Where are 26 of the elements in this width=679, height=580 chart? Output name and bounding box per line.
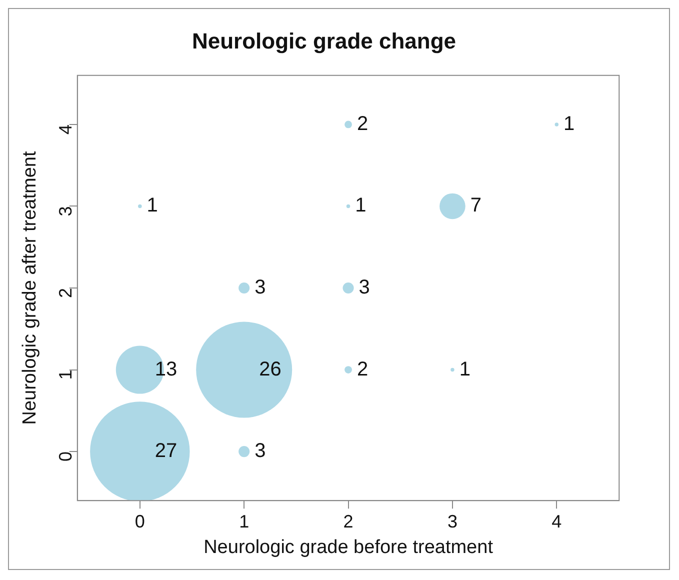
annotation: 7 <box>470 194 482 217</box>
y-tick-label: 4 <box>55 124 76 134</box>
x-tick-label: 2 <box>343 511 354 532</box>
y-tick-label: 2 <box>55 288 76 298</box>
x-tick-label: 3 <box>447 511 458 532</box>
x-tick-label: 0 <box>134 511 145 532</box>
x-axis-title: Neurologic grade before treatment <box>204 536 494 558</box>
annotation: 2 <box>356 112 368 135</box>
annotation: 27 <box>154 440 178 462</box>
chart-title: Neurologic grade change <box>192 28 456 54</box>
annotation: 13 <box>154 358 178 380</box>
y-tick-label: 3 <box>55 206 76 216</box>
annotation: 1 <box>146 194 158 217</box>
y-axis-title: Neurologic grade after treatment <box>20 150 41 425</box>
annotation: 1 <box>564 112 575 135</box>
y-tick-label: 1 <box>55 370 76 380</box>
annotation: 1 <box>355 194 366 217</box>
annotation: 3 <box>254 276 266 299</box>
annotation: 3 <box>358 276 370 299</box>
x-tick-label: 4 <box>552 511 562 532</box>
y-tick-label: 0 <box>55 452 76 462</box>
annotation: 2 <box>356 358 368 380</box>
annotation: 1 <box>459 358 470 380</box>
x-tick-label: 1 <box>239 511 250 532</box>
annotation: 3 <box>254 440 266 462</box>
annotation: 26 <box>259 358 282 380</box>
